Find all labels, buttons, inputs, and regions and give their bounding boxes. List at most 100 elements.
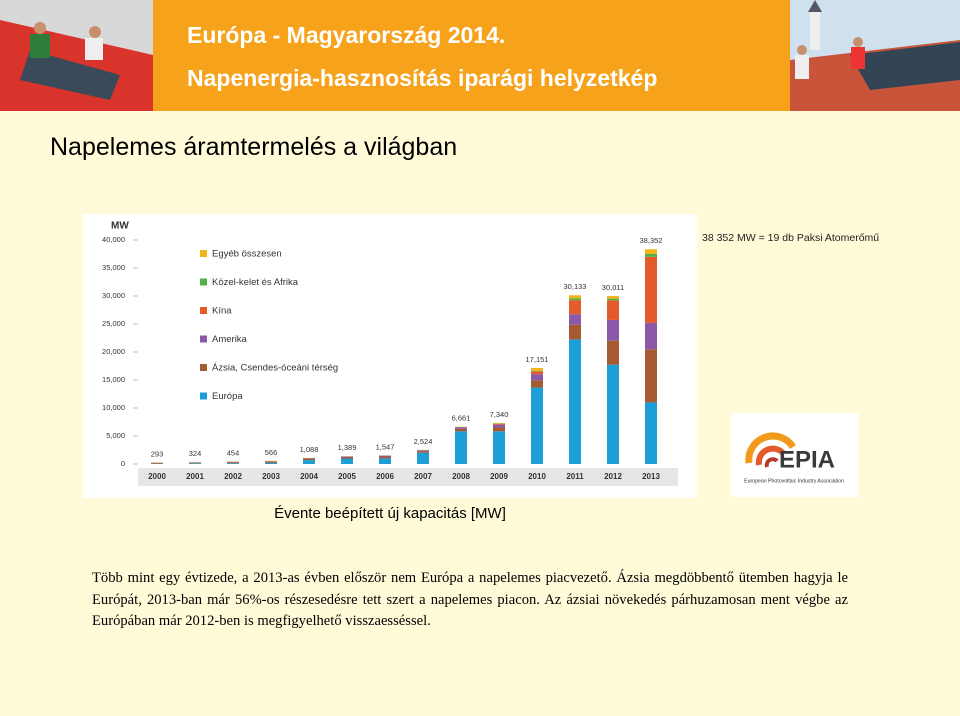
header-line2: Napenergia-hasznosítás iparági helyzetké… (187, 65, 658, 91)
total-label: 38,352 (640, 236, 663, 245)
bar-segment (607, 364, 619, 464)
legend-label: Amerika (212, 334, 248, 345)
y-tick-label: 0 (121, 459, 125, 468)
photo-left (0, 0, 153, 111)
bar-segment (645, 402, 657, 464)
bar-segment (531, 387, 543, 464)
legend-swatch (200, 364, 207, 371)
legend-swatch (200, 278, 207, 286)
bar-segment (607, 319, 619, 341)
bar-segment (455, 428, 467, 432)
bar-segment (531, 380, 543, 388)
bar-segment (227, 463, 239, 464)
bar-segment (493, 431, 505, 464)
bar-segment (531, 374, 543, 381)
y-tick-label: 40,000 (102, 235, 125, 244)
total-label: 293 (151, 449, 164, 458)
note: 38 352 MW = 19 db Paksi Atomerőmű (702, 232, 880, 244)
legend-label: Közel-kelet és Afrika (212, 277, 299, 288)
y-tick-label: 15,000 (102, 375, 125, 384)
header-line1: Európa - Magyarország 2014. (187, 22, 506, 48)
x-tick-label: 2009 (490, 472, 508, 481)
bar-segment (493, 427, 505, 432)
bar-segment (569, 339, 581, 464)
logo: EPIA European Photovoltaic Industry Asso… (731, 413, 858, 497)
total-label: 17,151 (526, 355, 549, 364)
bar-segment (417, 452, 429, 464)
bar-segment (379, 456, 391, 459)
slide-title: Napelemes áramtermelés a világban (50, 133, 458, 161)
bar-segment (531, 370, 543, 372)
legend-swatch (200, 335, 207, 343)
bar-segment (645, 254, 657, 257)
bar-segment (607, 300, 619, 320)
x-tick-label: 2011 (566, 472, 584, 481)
bar-segment (569, 324, 581, 340)
total-label: 7,340 (490, 410, 509, 419)
paragraph: Több mint egy évtizede, a 2013-as évben … (92, 570, 848, 629)
bar-segment (265, 462, 277, 464)
total-label: 566 (265, 448, 278, 457)
bar-segment (417, 451, 429, 453)
bar-segment (189, 462, 201, 464)
y-axis-label: MW (111, 221, 129, 232)
bar-segment (493, 424, 505, 428)
x-tick-label: 2010 (528, 472, 546, 481)
y-tick-label: 35,000 (102, 263, 125, 272)
bar-segment (493, 422, 505, 424)
header-band: Európa - Magyarország 2014. Napenergia-h… (0, 0, 960, 111)
total-label: 1,547 (376, 442, 395, 451)
chart-panel: MW 0 5,000 10,000 15,000 20,000 25,000 30,000 35… (83, 214, 697, 498)
x-tick-label: 2008 (452, 472, 470, 481)
bar-segment (569, 298, 581, 301)
bar-segment (189, 463, 201, 464)
total-label: 324 (189, 449, 202, 458)
x-tick-label: 2012 (604, 472, 622, 481)
x-axis-band (138, 468, 678, 486)
bar-segment (265, 461, 277, 463)
x-tick-label: 2000 (148, 472, 166, 481)
bar-segment (645, 256, 657, 323)
bar-segment (303, 460, 315, 464)
legend-label: Kína (212, 306, 232, 317)
bar-segment (569, 314, 581, 325)
legend-label: Egyéb összesen (212, 249, 282, 260)
bar-segment (455, 431, 467, 464)
total-label: 6,661 (452, 414, 471, 423)
logo-subtitle: European Photovoltaic Industry Associati… (744, 478, 844, 484)
x-tick-label: 2006 (376, 472, 394, 481)
y-tick-label: 20,000 (102, 347, 125, 356)
y-tick-label: 30,000 (102, 291, 125, 300)
legend-swatch (200, 250, 207, 257)
logo-name: EPIA (779, 446, 835, 473)
total-label: 1,088 (300, 445, 319, 454)
bar-segment (341, 456, 353, 459)
legend-swatch (200, 307, 207, 314)
x-tick-label: 2013 (642, 472, 660, 481)
bar-segment (607, 340, 619, 365)
bar-segment (303, 458, 315, 461)
x-tick-label: 2003 (262, 472, 280, 481)
y-tick-label: 10,000 (102, 403, 125, 412)
x-tick-label: 2007 (414, 472, 432, 481)
y-tick-label: 25,000 (102, 319, 125, 328)
legend-label: Ázsia, Csendes-óceáni térség (212, 363, 338, 374)
x-tick-label: 2004 (300, 472, 318, 481)
bar-segment (569, 295, 581, 299)
bar-segment (227, 462, 239, 464)
chart: MW 0 5,000 10,000 15,000 20,000 25,000 30,000 35… (102, 221, 678, 486)
legend-label: Európa (212, 391, 243, 402)
bar-segment (531, 371, 543, 375)
total-label: 2,524 (414, 437, 433, 446)
photo-right (790, 0, 960, 111)
logo-graphic: EPIA European Photovoltaic Industry Asso… (744, 432, 844, 484)
bar-segment (341, 458, 353, 464)
bar-segment (417, 450, 429, 452)
bar-segment (645, 349, 657, 403)
bar-segment (607, 298, 619, 301)
bar-segment (569, 300, 581, 315)
bar-segment (607, 295, 619, 299)
bar-segment (379, 455, 391, 457)
bar-segment (455, 427, 467, 429)
